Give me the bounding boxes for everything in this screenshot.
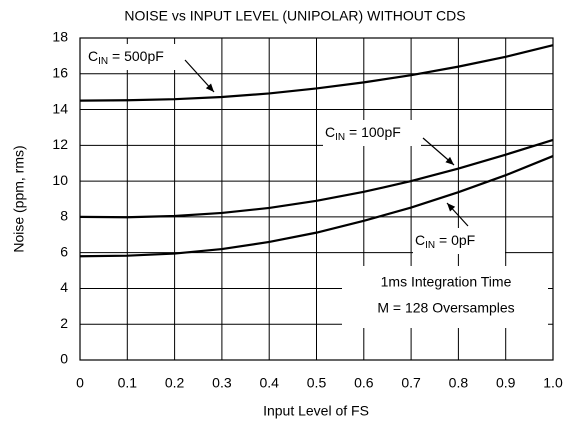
- chart-title: NOISE vs INPUT LEVEL (UNIPOLAR) WITHOUT …: [124, 8, 465, 24]
- x-tick-label: 0.4: [259, 375, 279, 391]
- label-bg: [323, 120, 421, 146]
- x-tick-label: 0.1: [118, 375, 138, 391]
- x-tick-label: 0.8: [449, 375, 469, 391]
- note: M = 128 Oversamples: [377, 300, 514, 316]
- y-tick-label: 2: [60, 315, 68, 331]
- x-tick-label: 0.7: [401, 375, 421, 391]
- series-label: CIN = 0pF: [415, 232, 475, 251]
- label-sub: IN: [425, 240, 435, 251]
- label-sub: IN: [98, 56, 108, 67]
- y-axis-title: Noise (ppm, rms): [11, 145, 27, 252]
- label-part: C: [88, 48, 98, 64]
- y-tick-label: 10: [52, 172, 68, 188]
- x-tick-label: 0.5: [307, 375, 327, 391]
- line-series: [79, 155, 554, 258]
- y-tick-label: 18: [52, 29, 68, 45]
- plot-frame: [79, 37, 554, 361]
- series-label: CIN = 100pF: [325, 124, 401, 143]
- x-tick-label: 0.2: [165, 375, 185, 391]
- arrow-head: [205, 83, 214, 92]
- x-axis-title: Input Level of FS: [263, 403, 369, 419]
- y-tick-label: 4: [60, 279, 68, 295]
- label-sub: IN: [335, 132, 345, 143]
- line-series: [79, 138, 554, 219]
- notes-box: [342, 266, 548, 328]
- arrow-head: [447, 203, 456, 212]
- y-tick-label: 6: [60, 243, 68, 259]
- y-tick-label: 12: [52, 136, 68, 152]
- x-tick-label: 0.6: [354, 375, 374, 391]
- label-bg: [86, 44, 182, 70]
- arrow-head: [445, 156, 454, 165]
- label-part: = 500pF: [108, 48, 164, 64]
- label-part: C: [415, 232, 425, 248]
- x-tick-label: 0: [76, 375, 84, 391]
- label-part: = 100pF: [345, 124, 401, 140]
- y-tick-label: 16: [52, 64, 68, 80]
- x-tick-label: 0.9: [496, 375, 516, 391]
- series-label: CIN = 500pF: [88, 48, 164, 67]
- line-series: [79, 44, 554, 102]
- y-tick-label: 0: [60, 351, 68, 367]
- x-tick-label: 1.0: [543, 375, 563, 391]
- label-part: C: [325, 124, 335, 140]
- y-tick-label: 8: [60, 208, 68, 224]
- x-tick-label: 0.3: [212, 375, 232, 391]
- label-part: = 0pF: [435, 232, 475, 248]
- label-bg: [413, 228, 505, 254]
- y-tick-label: 14: [52, 100, 68, 116]
- note: 1ms Integration Time: [381, 274, 512, 290]
